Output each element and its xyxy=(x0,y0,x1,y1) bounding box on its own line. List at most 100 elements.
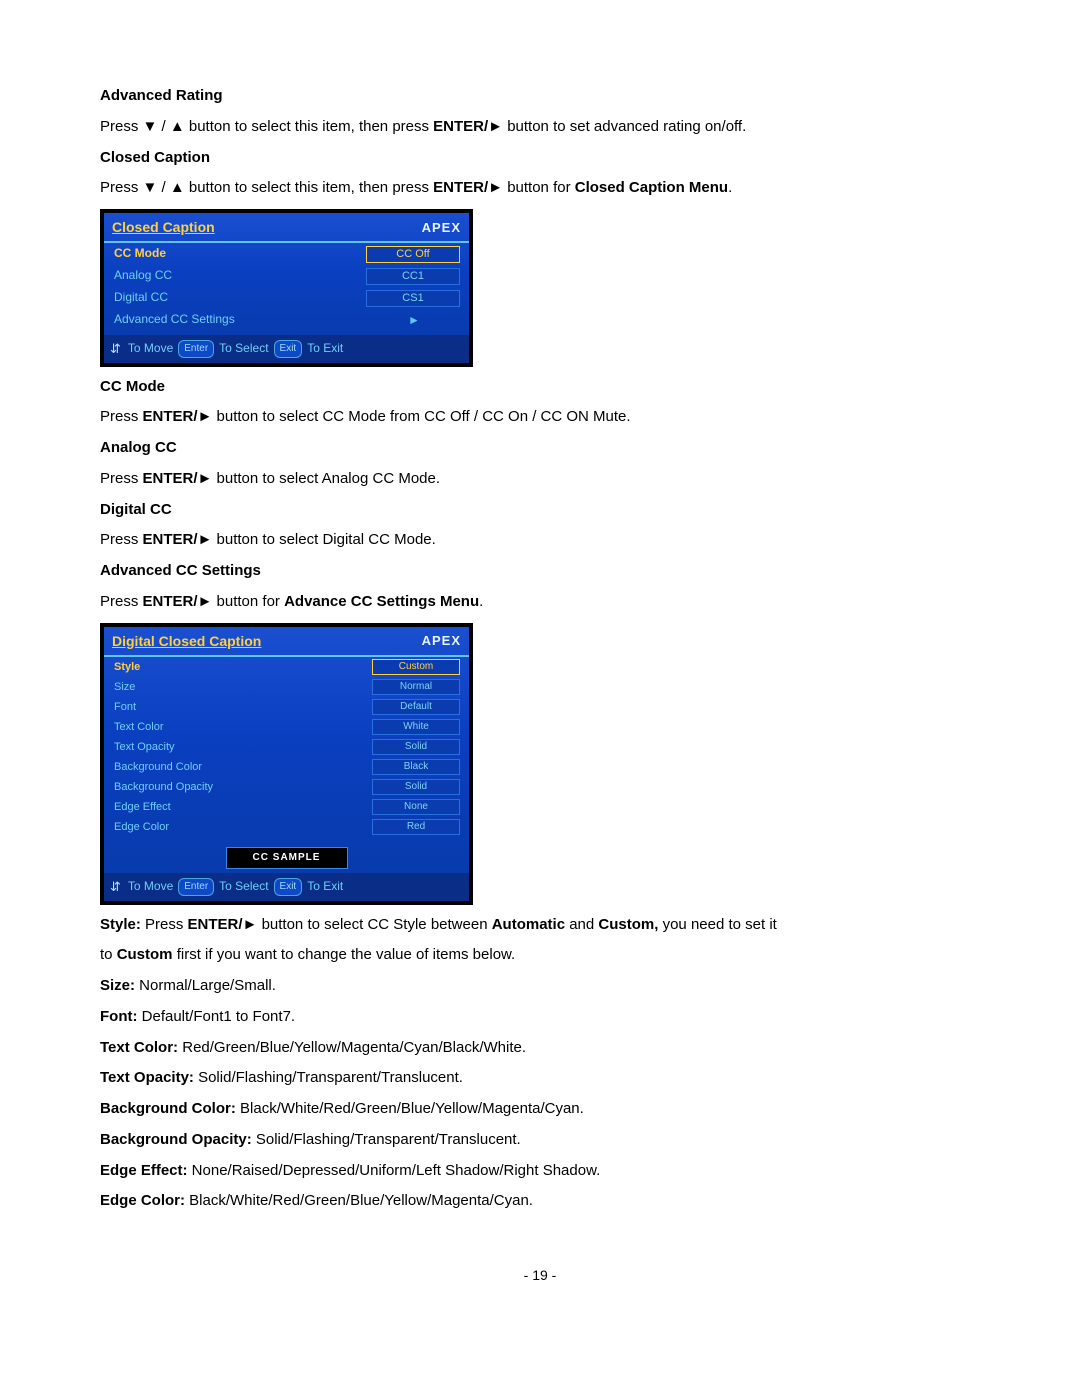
osd-menu-row[interactable]: Text ColorWhite xyxy=(111,717,462,737)
cc-b2: Closed Caption Menu xyxy=(575,179,728,196)
adv-end: . xyxy=(479,593,483,610)
cc-b1: ENTER/► xyxy=(433,179,503,196)
osd-row-value: Solid xyxy=(372,739,460,755)
definition-line: Edge Effect: None/Raised/Depressed/Unifo… xyxy=(100,1159,980,1184)
osd-row-label: CC Mode xyxy=(111,244,366,264)
osd-menu-row[interactable]: StyleCustom xyxy=(111,657,462,677)
updown-icon: ⇵ xyxy=(110,338,121,359)
osd-menu-row[interactable]: Advanced CC Settings► xyxy=(111,309,462,331)
osd-row-label: Text Opacity xyxy=(111,738,372,756)
osd-menu-row[interactable]: Analog CCCC1 xyxy=(111,265,462,287)
osd-row-value: None xyxy=(372,799,460,815)
definition-line: Text Opacity: Solid/Flashing/Transparent… xyxy=(100,1066,980,1091)
definition-line: Edge Color: Black/White/Red/Green/Blue/Y… xyxy=(100,1189,980,1214)
osd-menu-row[interactable]: Background OpacitySolid xyxy=(111,777,462,797)
cc-pre: Press ▼ / ▲ button to select this item, … xyxy=(100,179,433,196)
osd-row-label: Style xyxy=(111,658,372,676)
osd2-enter-key: Enter xyxy=(178,878,214,897)
osd-menu-row[interactable]: Edge ColorRed xyxy=(111,817,462,837)
text-digital-cc: Press ENTER/► button to select Digital C… xyxy=(100,528,980,553)
text-adv-cc: Press ENTER/► button for Advance CC Sett… xyxy=(100,590,980,615)
heading-analog-cc: Analog CC xyxy=(100,436,980,461)
osd-menu-row[interactable]: FontDefault xyxy=(111,697,462,717)
text-analog-cc: Press ENTER/► button to select Analog CC… xyxy=(100,467,980,492)
osd-row-value: CC1 xyxy=(366,268,460,285)
osd1-rows: CC ModeCC OffAnalog CCCC1Digital CCCS1Ad… xyxy=(104,243,469,335)
osd-menu-row[interactable]: Edge EffectNone xyxy=(111,797,462,817)
osd-row-value: Red xyxy=(372,819,460,835)
osd-row-label: Edge Color xyxy=(111,818,372,836)
osd-row-value: CS1 xyxy=(366,290,460,307)
osd2-title: Digital Closed Caption xyxy=(112,630,261,653)
heading-cc-mode: CC Mode xyxy=(100,375,980,400)
osd2-titlebar: Digital Closed Caption APEX xyxy=(104,627,469,657)
ccm-b: ENTER/► xyxy=(143,408,213,425)
updown-icon: ⇵ xyxy=(110,876,121,897)
definition-line: Style: Press ENTER/► button to select CC… xyxy=(100,913,980,938)
adv-b1: ENTER/► xyxy=(143,593,213,610)
definition-line: Background Color: Black/White/Red/Green/… xyxy=(100,1097,980,1122)
osd2-brand: APEX xyxy=(422,630,461,651)
ar-pre: Press ▼ / ▲ button to select this item, … xyxy=(100,118,433,135)
dcc-post: button to select Digital CC Mode. xyxy=(212,531,435,548)
osd-row-value: Solid xyxy=(372,779,460,795)
text-closed-caption: Press ▼ / ▲ button to select this item, … xyxy=(100,176,980,201)
osd-row-value: CC Off xyxy=(366,246,460,263)
definition-line: Size: Normal/Large/Small. xyxy=(100,974,980,999)
osd1-exit: To Exit xyxy=(307,339,343,359)
heading-adv-cc: Advanced CC Settings xyxy=(100,559,980,584)
osd1-titlebar: Closed Caption APEX xyxy=(104,213,469,243)
osd-row-value: Normal xyxy=(372,679,460,695)
ccm-pre: Press xyxy=(100,408,143,425)
page-number: - 19 - xyxy=(100,1264,980,1287)
ccm-post: button to select CC Mode from CC Off / C… xyxy=(212,408,630,425)
osd-row-value: ► xyxy=(368,313,460,328)
osd-row-label: Size xyxy=(111,678,372,696)
osd-row-value: Default xyxy=(372,699,460,715)
osd1-move: To Move xyxy=(128,339,173,359)
osd1-title: Closed Caption xyxy=(112,216,215,239)
osd-menu-row[interactable]: Digital CCCS1 xyxy=(111,287,462,309)
osd-menu-row[interactable]: Background ColorBlack xyxy=(111,757,462,777)
osd-row-value: White xyxy=(372,719,460,735)
definitions: Style: Press ENTER/► button to select CC… xyxy=(100,913,980,1215)
dcc-b: ENTER/► xyxy=(143,531,213,548)
osd-digital-cc: Digital Closed Caption APEX StyleCustomS… xyxy=(100,623,473,905)
osd2-sample: CC SAMPLE xyxy=(226,847,348,870)
osd-row-label: Background Color xyxy=(111,758,372,776)
osd-row-label: Background Opacity xyxy=(111,778,372,796)
osd-row-label: Digital CC xyxy=(111,288,366,308)
ar-b1: ENTER/► xyxy=(433,118,503,135)
osd-row-label: Text Color xyxy=(111,718,372,736)
text-advanced-rating: Press ▼ / ▲ button to select this item, … xyxy=(100,115,980,140)
adv-mid: button for xyxy=(212,593,284,610)
heading-digital-cc: Digital CC xyxy=(100,498,980,523)
definition-line: Background Opacity: Solid/Flashing/Trans… xyxy=(100,1128,980,1153)
adv-b2: Advance CC Settings Menu xyxy=(284,593,479,610)
osd2-exit: To Exit xyxy=(307,877,343,897)
osd1-brand: APEX xyxy=(422,217,461,238)
osd1-select: To Select xyxy=(219,339,268,359)
adv-pre: Press xyxy=(100,593,143,610)
cc-mid: button for xyxy=(503,179,575,196)
osd2-move: To Move xyxy=(128,877,173,897)
osd1-exit-key: Exit xyxy=(274,340,303,359)
acc-pre: Press xyxy=(100,470,143,487)
osd-menu-row[interactable]: Text OpacitySolid xyxy=(111,737,462,757)
osd-menu-row[interactable]: SizeNormal xyxy=(111,677,462,697)
osd-row-value: Custom xyxy=(372,659,460,675)
osd-closed-caption: Closed Caption APEX CC ModeCC OffAnalog … xyxy=(100,209,473,367)
dcc-pre: Press xyxy=(100,531,143,548)
definition-line: Text Color: Red/Green/Blue/Yellow/Magent… xyxy=(100,1036,980,1061)
text-cc-mode: Press ENTER/► button to select CC Mode f… xyxy=(100,405,980,430)
acc-b: ENTER/► xyxy=(143,470,213,487)
osd1-footer: ⇵ To Move Enter To Select Exit To Exit xyxy=(104,335,469,362)
osd2-footer: ⇵ To Move Enter To Select Exit To Exit xyxy=(104,873,469,900)
osd-row-label: Advanced CC Settings xyxy=(111,310,368,330)
cc-end: . xyxy=(728,179,732,196)
osd1-enter-key: Enter xyxy=(178,340,214,359)
osd-row-label: Analog CC xyxy=(111,266,366,286)
osd-menu-row[interactable]: CC ModeCC Off xyxy=(111,243,462,265)
heading-closed-caption: Closed Caption xyxy=(100,146,980,171)
osd-row-label: Font xyxy=(111,698,372,716)
